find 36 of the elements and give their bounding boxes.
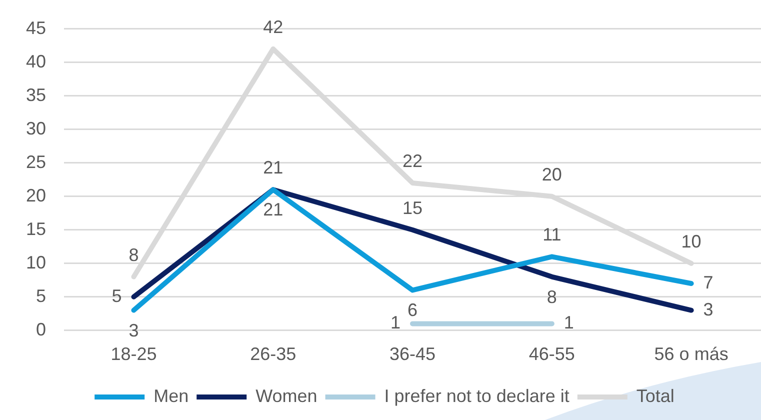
data-label: 8	[128, 244, 139, 265]
y-tick-label: 0	[36, 319, 46, 340]
y-tick-label: 35	[26, 84, 46, 105]
data-label: 21	[263, 200, 284, 220]
data-label: 1	[390, 312, 401, 333]
x-tick-label: 18-25	[110, 344, 157, 364]
x-tick-label: 36-45	[389, 344, 436, 364]
data-label: 20	[542, 164, 562, 184]
y-tick-label: 10	[26, 252, 46, 272]
x-tick-label: 46-55	[528, 344, 575, 364]
x-tick-label: 56 o más	[654, 344, 728, 364]
legend-label: Men	[154, 386, 189, 406]
data-label: 1	[564, 312, 574, 333]
data-label: 6	[408, 300, 418, 320]
data-label: 22	[402, 150, 423, 171]
y-tick-label: 30	[26, 118, 46, 138]
data-label: 10	[681, 231, 702, 252]
y-tick-label: 5	[36, 286, 46, 306]
data-label: 3	[703, 299, 714, 320]
data-label: 42	[263, 16, 284, 37]
data-label: 21	[263, 158, 284, 178]
y-tick-label: 15	[26, 218, 46, 239]
y-tick-label: 20	[26, 185, 46, 206]
data-label: 15	[402, 198, 423, 218]
legend-label: I prefer not to declare it	[384, 386, 570, 406]
x-tick-label: 26-35	[250, 344, 296, 364]
legend-label: Total	[636, 386, 674, 406]
data-label: 8	[546, 286, 557, 307]
data-label: 3	[128, 320, 139, 340]
data-label: 5	[112, 286, 122, 306]
y-tick-label: 45	[26, 18, 46, 38]
data-label: 7	[703, 272, 714, 292]
y-tick-label: 25	[26, 152, 46, 172]
data-label: 11	[542, 224, 562, 245]
y-tick-label: 40	[26, 51, 46, 72]
legend-label: Women	[256, 386, 318, 406]
